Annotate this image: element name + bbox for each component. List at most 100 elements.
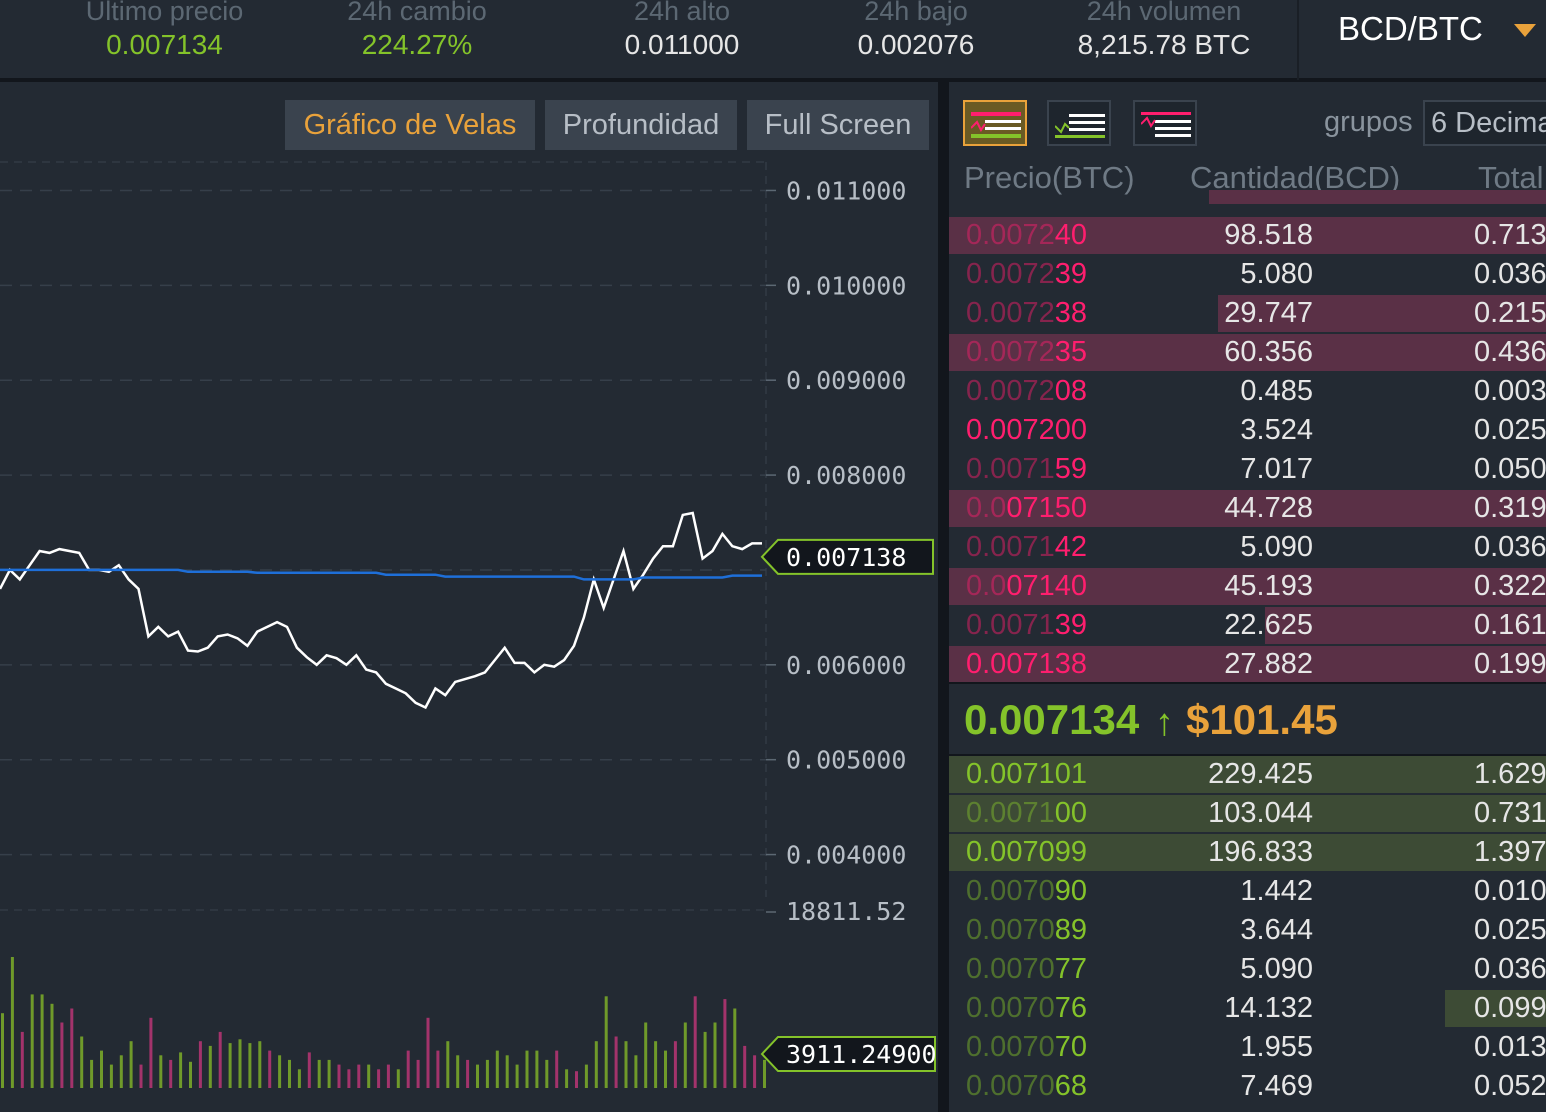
bid-row[interactable]: 0.007090 1.442 0.010 xyxy=(949,873,1546,910)
volume-bar xyxy=(189,1061,192,1088)
order-price-suffix: 70 xyxy=(1054,1031,1087,1063)
ask-row[interactable]: 0.007200 3.524 0.025 xyxy=(949,412,1546,449)
volume-bar xyxy=(169,1059,173,1088)
order-qty: 22.625 xyxy=(1224,609,1313,641)
bid-row[interactable]: 0.007077 5.090 0.036 xyxy=(949,951,1546,988)
order-price-suffix: 08 xyxy=(1054,375,1087,407)
view-asks-button[interactable] xyxy=(1133,100,1197,146)
order-price: 0.007099 xyxy=(966,834,1087,871)
volume-bar xyxy=(179,1052,183,1088)
decimals-select[interactable]: 6 Decimales xyxy=(1423,100,1546,146)
volume-bar xyxy=(743,1045,747,1088)
volume-bar xyxy=(337,1064,341,1088)
order-price-suffix: 0.007101 xyxy=(966,758,1087,790)
stat-label: 24h volumen xyxy=(1086,0,1242,26)
ask-row[interactable]: 0.007240 98.518 0.713 xyxy=(949,217,1546,254)
volume-bar xyxy=(555,1050,559,1088)
ask-row[interactable]: 0.007140 45.193 0.322 xyxy=(949,568,1546,605)
volume-bar xyxy=(575,1071,578,1088)
order-price-prefix: 0.0071 xyxy=(966,609,1055,641)
order-price-prefix: 0.0072 xyxy=(966,219,1055,251)
depth-bar xyxy=(949,334,1546,371)
ask-row[interactable]: 0.007150 44.728 0.319 xyxy=(949,490,1546,527)
volume-bar xyxy=(446,1041,450,1088)
pair-selector[interactable]: BCD/BTC xyxy=(1338,10,1483,47)
tab-candles[interactable]: Gráfico de Velas xyxy=(285,100,535,150)
price-chart[interactable]: 0.011000 0.010000 0.009000 0.008000 0.006000… xyxy=(0,82,938,1112)
bid-row[interactable]: 0.007100 103.044 0.731 xyxy=(949,795,1546,832)
volume-bar xyxy=(159,1055,163,1088)
bid-row[interactable]: 0.007101 229.425 1.629 xyxy=(949,756,1546,793)
view-bids-button[interactable] xyxy=(1047,100,1111,146)
depth-bar xyxy=(949,756,1546,793)
ask-row[interactable]: 0.007142 5.090 0.036 xyxy=(949,529,1546,566)
tab-fullscreen[interactable]: Full Screen xyxy=(747,100,929,150)
order-price: 0.007100 xyxy=(966,795,1087,832)
volume-bar xyxy=(535,1050,539,1088)
current-price-marker: 0.007138 xyxy=(786,543,906,572)
order-price: 0.007138 xyxy=(966,646,1087,683)
price-tick-label: 0.011000 xyxy=(786,176,906,205)
stat-value: 0.007134 xyxy=(106,29,223,60)
order-price-suffix: 68 xyxy=(1054,1070,1087,1102)
ask-row[interactable]: 0.007208 0.485 0.003 xyxy=(949,373,1546,410)
order-price-suffix: 90 xyxy=(1054,875,1087,907)
volume-bar xyxy=(584,1064,588,1088)
price-marker-box xyxy=(760,538,934,575)
orderbook-both-icon xyxy=(971,112,1021,138)
order-price-prefix: 0.0070 xyxy=(966,953,1055,985)
order-price: 0.007238 xyxy=(966,295,1087,332)
stat-last-price: Ultimo precio 0.007134 xyxy=(72,0,257,62)
volume-bar xyxy=(60,1022,64,1088)
volume-bar xyxy=(297,1069,301,1088)
order-total: 0.036 xyxy=(1474,953,1546,985)
order-price-prefix: 0.0072 xyxy=(966,258,1055,290)
tab-depth[interactable]: Profundidad xyxy=(545,100,737,150)
orderbook-bids-icon xyxy=(1055,114,1105,138)
volume-bar xyxy=(109,1064,113,1088)
order-price-suffix: 0.007138 xyxy=(966,648,1087,680)
volume-tick-label: 18811.52 xyxy=(786,897,906,926)
order-total: 0.099 xyxy=(1474,992,1546,1024)
bid-row[interactable]: 0.007070 1.955 0.013 xyxy=(949,1029,1546,1066)
depth-bar xyxy=(949,217,1546,254)
volume-bar xyxy=(763,1059,766,1088)
volume-bar xyxy=(367,1064,371,1088)
ticker-bar: Ultimo precio 0.007134 24h cambio 224.27… xyxy=(0,0,1546,80)
order-total: 0.215 xyxy=(1474,297,1546,329)
bid-row[interactable]: 0.007099 196.833 1.397 xyxy=(949,834,1546,871)
order-price-prefix: 0.0071 xyxy=(966,531,1055,563)
order-price-suffix: 39 xyxy=(1054,609,1087,641)
volume-bar xyxy=(386,1064,390,1088)
volume-bar xyxy=(377,1069,381,1088)
ask-row[interactable]: 0.007239 5.080 0.036 xyxy=(949,256,1546,293)
stat-label: 24h alto xyxy=(633,0,731,26)
ask-row[interactable]: 0.007138 27.882 0.199 xyxy=(949,646,1546,683)
order-qty: 3.524 xyxy=(1240,414,1313,446)
ask-row[interactable]: 0.007159 7.017 0.050 xyxy=(949,451,1546,488)
volume-bar xyxy=(664,1050,667,1088)
ask-row[interactable]: 0.007235 60.356 0.436 xyxy=(949,334,1546,371)
order-qty: 5.090 xyxy=(1240,531,1313,563)
depth-bar xyxy=(1209,190,1546,204)
bid-row[interactable]: 0.007089 3.644 0.025 xyxy=(949,912,1546,949)
order-qty: 60.356 xyxy=(1224,336,1313,368)
price-tick-label: 0.008000 xyxy=(786,461,906,490)
volume-bar xyxy=(673,1041,677,1088)
order-qty: 29.747 xyxy=(1224,297,1313,329)
order-price-prefix: 0.0072 xyxy=(966,297,1055,329)
bid-row[interactable]: 0.007068 7.469 0.052 xyxy=(949,1068,1546,1105)
view-both-button[interactable] xyxy=(963,100,1027,146)
stat-volume: 24h volumen 8,215.78 BTC xyxy=(1062,0,1266,62)
ask-row[interactable]: 0.007139 22.625 0.161 xyxy=(949,607,1546,644)
bid-row[interactable]: 0.007076 14.132 0.099 xyxy=(949,990,1546,1027)
ask-row[interactable]: 0.007238 29.747 0.215 xyxy=(949,295,1546,332)
depth-bar xyxy=(949,568,1546,605)
volume-bar xyxy=(208,1045,212,1088)
order-total: 0.713 xyxy=(1474,219,1546,251)
caret-down-icon[interactable] xyxy=(1514,24,1536,37)
volume-bar xyxy=(753,1055,757,1088)
moving-average-line xyxy=(0,568,762,581)
volume-bar xyxy=(485,1059,489,1088)
divider xyxy=(1297,0,1299,80)
